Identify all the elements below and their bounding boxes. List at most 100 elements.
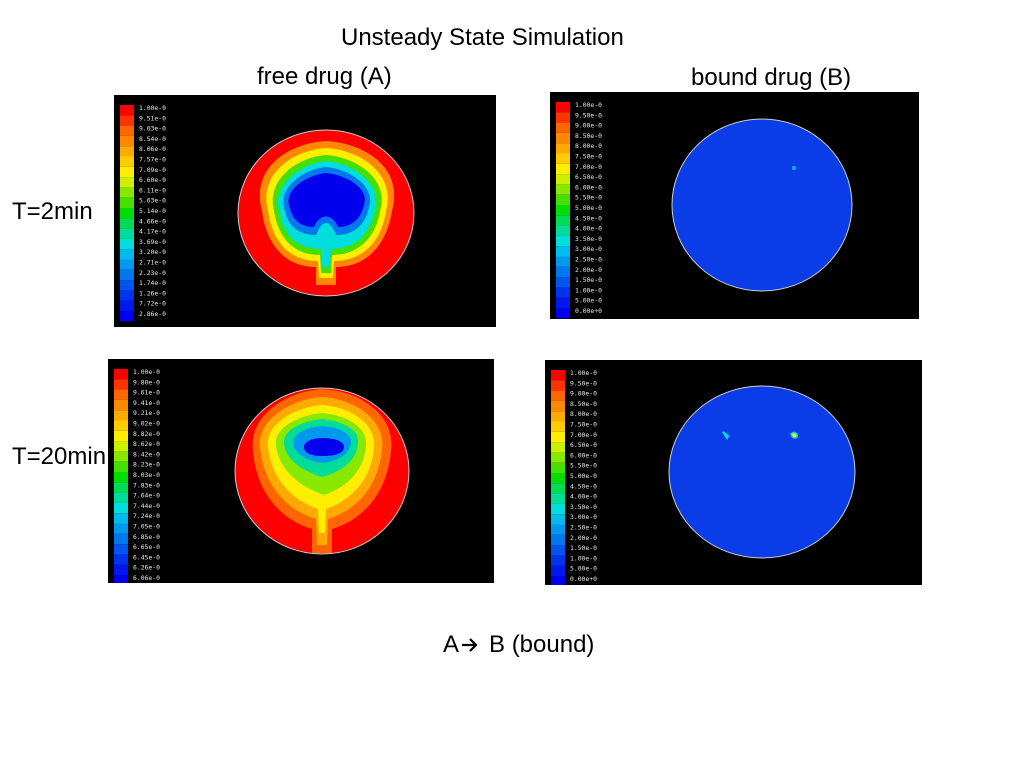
legend-swatch xyxy=(551,411,565,422)
legend-label: 6.45e-0 xyxy=(133,553,160,561)
legend-swatch xyxy=(551,442,565,453)
legend-label: 9.00e-0 xyxy=(575,122,602,130)
reactant-label: A xyxy=(443,631,460,658)
legend-swatch xyxy=(120,218,134,229)
legend-swatch xyxy=(114,502,128,514)
legend-swatch xyxy=(556,122,570,133)
color-legend: 1.00e-0 9.51e-0 9.03e-0 8.54e-0 8.06e-0 7.57e… xyxy=(120,104,166,322)
legend-swatch xyxy=(551,545,565,556)
legend-swatch xyxy=(551,565,565,576)
legend-label: 9.41e-0 xyxy=(133,399,160,407)
legend-swatch xyxy=(120,125,134,136)
legend-swatch xyxy=(120,146,134,157)
legend-label: 5.00e-0 xyxy=(570,565,597,573)
legend-swatch xyxy=(551,493,565,504)
legend-label: 2.50e-0 xyxy=(575,256,602,264)
contour-plot-free-drug-t20: 1.00e-0 9.80e-0 9.61e-0 9.41e-0 9.21e-0 9.02e… xyxy=(108,359,494,583)
legend-swatch xyxy=(551,473,565,484)
color-legend: 1.00e-0 9.50e-0 9.00e-0 8.50e-0 8.00e-0 7.50e… xyxy=(551,369,597,585)
legend-label: 8.54e-0 xyxy=(139,135,166,143)
legend-swatch xyxy=(551,421,565,432)
legend-label: 6.11e-0 xyxy=(139,186,166,194)
legend-label: 7.57e-0 xyxy=(139,156,166,164)
legend-label: 1.00e-0 xyxy=(139,104,166,112)
legend-label: 0.00e+0 xyxy=(570,575,597,583)
legend-swatch xyxy=(114,575,128,583)
legend-label: 9.02e-0 xyxy=(133,420,160,428)
legend-label: 3.69e-0 xyxy=(139,238,166,246)
legend-swatch xyxy=(120,208,134,219)
legend-label: 6.50e-0 xyxy=(575,173,602,181)
legend-label: 0.00e+0 xyxy=(575,307,602,315)
legend-label: 5.00e-0 xyxy=(570,472,597,480)
legend-swatch xyxy=(556,194,570,205)
legend-label: 8.62e-0 xyxy=(133,440,160,448)
legend-label: 8.00e-0 xyxy=(570,410,597,418)
legend-swatch xyxy=(120,187,134,198)
legend-swatch xyxy=(556,287,570,298)
legend-label: 7.05e-0 xyxy=(133,523,160,531)
legend-swatch xyxy=(556,277,570,288)
legend-swatch xyxy=(120,259,134,270)
legend-label: 9.21e-0 xyxy=(133,409,160,417)
legend-swatch xyxy=(551,370,565,381)
legend-swatch xyxy=(114,554,128,565)
column-header-free-drug: free drug (A) xyxy=(257,63,392,90)
legend-swatch xyxy=(114,369,128,380)
legend-label: 7.50e-0 xyxy=(570,421,597,429)
legend-label: 7.64e-0 xyxy=(133,492,160,500)
legend-swatch xyxy=(120,280,134,291)
legend-label: 6.85e-0 xyxy=(133,533,160,541)
color-legend: 1.00e-0 9.80e-0 9.61e-0 9.41e-0 9.21e-0 9.02e… xyxy=(114,368,160,583)
concentration-disk xyxy=(671,118,853,292)
legend-label: 6.00e-0 xyxy=(575,183,602,191)
legend-label: 7.83e-0 xyxy=(133,481,160,489)
legend-swatch xyxy=(551,390,565,401)
legend-swatch xyxy=(120,311,134,322)
legend-swatch xyxy=(556,132,570,144)
legend-swatch xyxy=(114,399,128,411)
legend-swatch xyxy=(556,174,570,185)
legend-swatch xyxy=(556,297,570,308)
legend-label: 9.03e-0 xyxy=(139,125,166,133)
legend-swatch xyxy=(556,163,570,175)
legend-label: 6.06e-0 xyxy=(133,574,160,582)
legend-swatch xyxy=(120,156,134,167)
legend-label: 9.00e-0 xyxy=(570,390,597,398)
page-title: Unsteady State Simulation xyxy=(341,24,624,51)
legend-label: 1.00e-0 xyxy=(570,554,597,562)
legend-label: 5.14e-0 xyxy=(139,207,166,215)
legend-label: 1.00e-0 xyxy=(570,369,597,377)
legend-label: 7.09e-0 xyxy=(139,166,166,174)
legend-swatch xyxy=(551,380,565,391)
legend-label: 3.50e-0 xyxy=(570,503,597,511)
legend-swatch xyxy=(120,238,134,250)
legend-label: 1.50e-0 xyxy=(575,276,602,284)
legend-label: 8.82e-0 xyxy=(133,430,160,438)
legend-label: 6.65e-0 xyxy=(133,543,160,551)
legend-label: 1.00e-0 xyxy=(133,368,160,376)
legend-swatch xyxy=(120,197,134,208)
legend-swatch xyxy=(551,483,565,494)
color-legend: 1.00e-0 9.50e-0 9.00e-0 8.50e-0 8.00e-0 7.50e… xyxy=(556,101,602,319)
legend-swatch xyxy=(120,269,134,281)
legend-label: 1.74e-0 xyxy=(139,279,166,287)
legend-label: 9.50e-0 xyxy=(570,379,597,387)
contour-plot-bound-drug-t20: 1.00e-0 9.50e-0 9.00e-0 8.50e-0 8.00e-0 7.50e… xyxy=(545,360,922,585)
legend-label: 2.50e-0 xyxy=(570,524,597,532)
legend-label: 3.50e-0 xyxy=(575,235,602,243)
legend-swatch xyxy=(120,249,134,260)
legend-label: 8.03e-0 xyxy=(133,471,160,479)
legend-label: 2.00e-0 xyxy=(570,534,597,542)
legend-swatch xyxy=(114,451,128,462)
legend-label: 8.42e-0 xyxy=(133,450,160,458)
legend-label: 7.44e-0 xyxy=(133,502,160,510)
legend-label: 5.50e-0 xyxy=(575,194,602,202)
legend-swatch xyxy=(120,105,134,116)
legend-swatch xyxy=(556,102,570,113)
legend-swatch xyxy=(556,184,570,195)
legend-label: 1.00e-0 xyxy=(575,101,602,109)
legend-label: 1.50e-0 xyxy=(570,544,597,552)
legend-swatch xyxy=(556,205,570,216)
legend-label: 4.66e-0 xyxy=(139,217,166,225)
